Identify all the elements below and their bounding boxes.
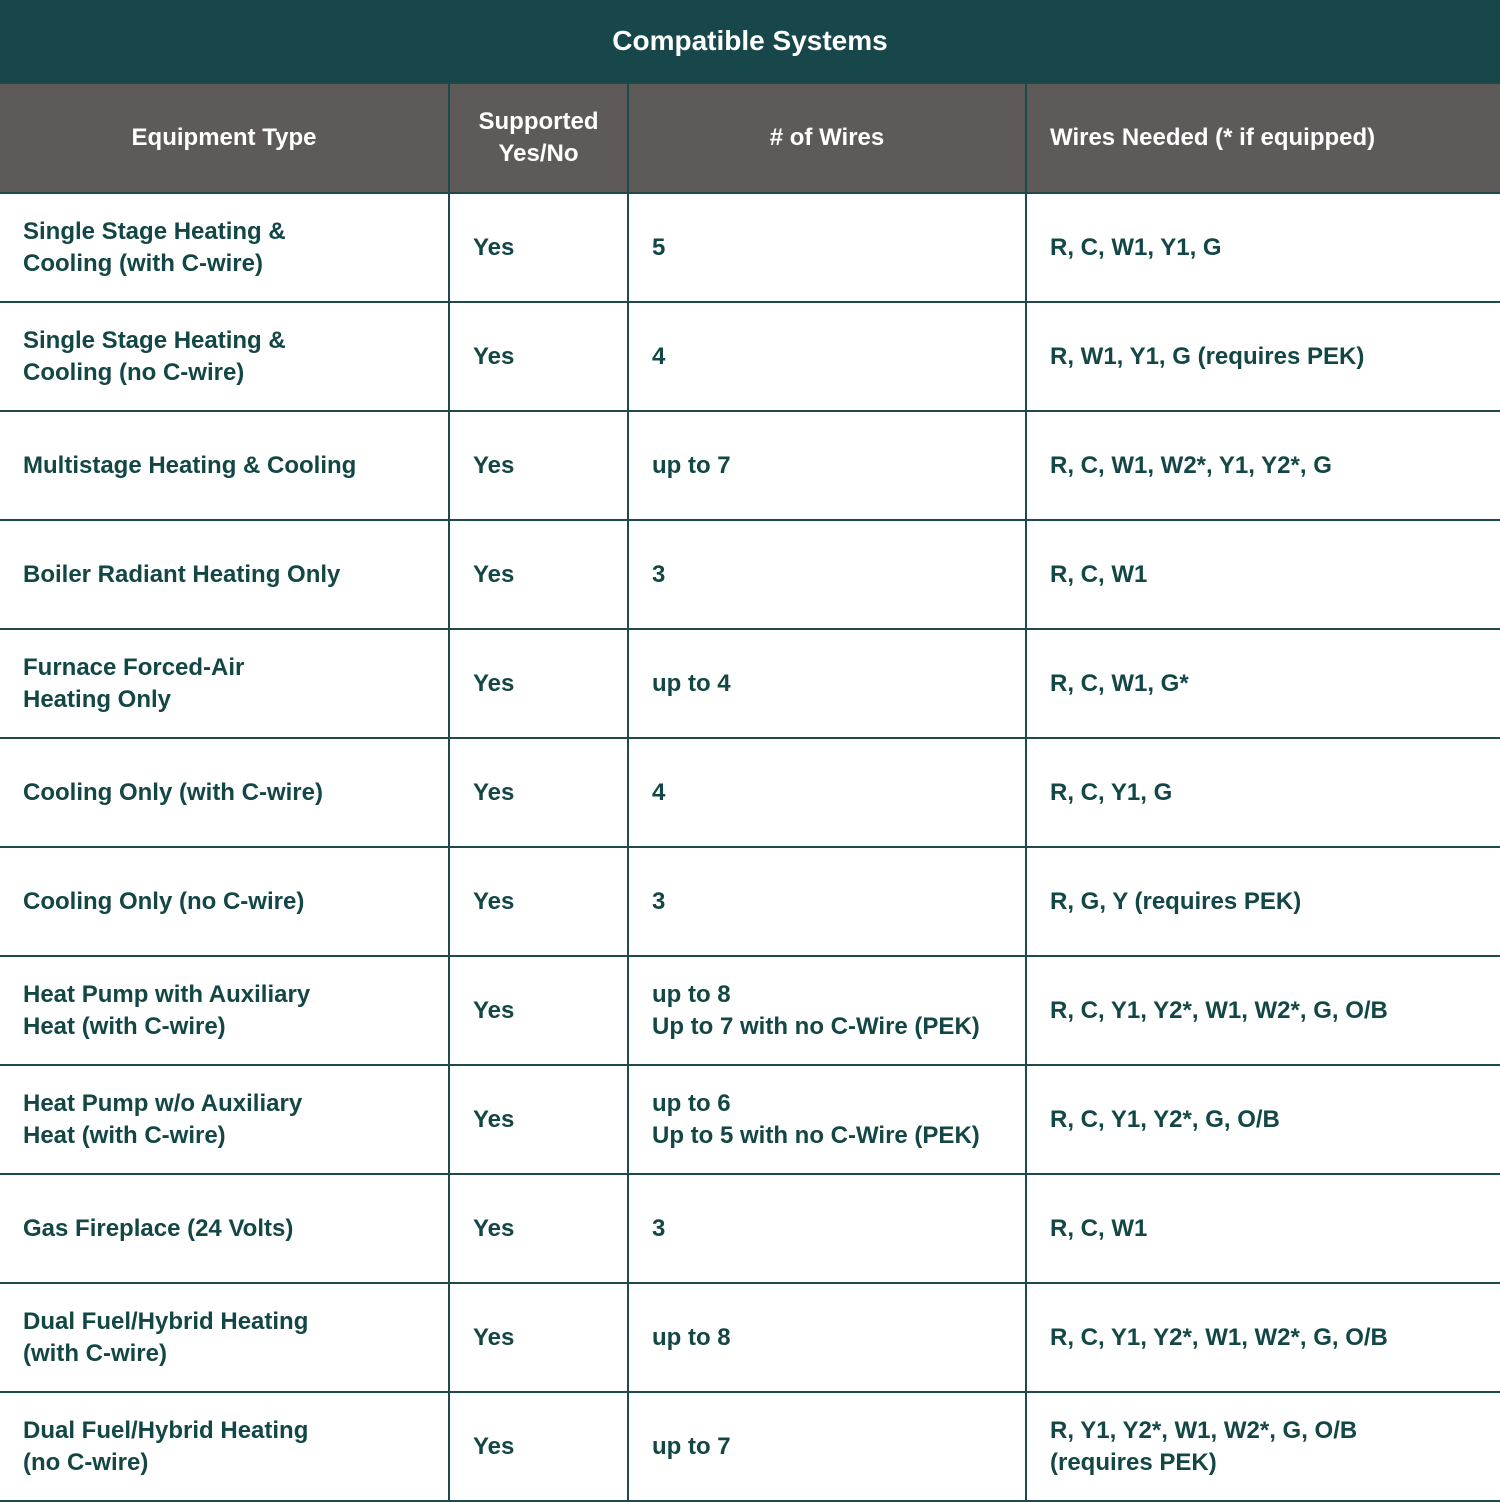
num-wires-cell: 3 bbox=[627, 846, 1027, 957]
supported-cell: Yes bbox=[448, 410, 629, 521]
header-supported: Supported Yes/No bbox=[448, 82, 629, 193]
supported-cell: Yes bbox=[448, 301, 629, 412]
supported-cell: Yes bbox=[448, 1064, 629, 1175]
supported-cell: Yes bbox=[448, 1282, 629, 1393]
table-row: Dual Fuel/Hybrid Heating (with C-wire) Ye… bbox=[0, 1282, 1500, 1393]
num-wires-cell: up to 8 Up to 7 with no C-Wire (PEK) bbox=[627, 955, 1027, 1066]
equipment-type-cell: Heat Pump with Auxiliary Heat (with C-wi… bbox=[0, 955, 450, 1066]
header-num-wires: # of Wires bbox=[627, 82, 1027, 193]
supported-cell: Yes bbox=[448, 846, 629, 957]
num-wires-cell: up to 6 Up to 5 with no C-Wire (PEK) bbox=[627, 1064, 1027, 1175]
num-wires-cell: up to 7 bbox=[627, 1391, 1027, 1502]
table-row: Boiler Radiant Heating Only Yes 3 R, C, W1 bbox=[0, 519, 1500, 630]
wires-needed-cell: R, C, Y1, Y2*, W1, W2*, G, O/B bbox=[1025, 1282, 1500, 1393]
num-wires-cell: 4 bbox=[627, 737, 1027, 848]
wires-needed-cell: R, C, W1, G* bbox=[1025, 628, 1500, 739]
supported-cell: Yes bbox=[448, 519, 629, 630]
supported-cell: Yes bbox=[448, 1173, 629, 1284]
equipment-type-cell: Cooling Only (no C-wire) bbox=[0, 846, 450, 957]
supported-cell: Yes bbox=[448, 955, 629, 1066]
wires-needed-cell: R, G, Y (requires PEK) bbox=[1025, 846, 1500, 957]
header-wires-needed: Wires Needed (* if equipped) bbox=[1025, 82, 1500, 193]
num-wires-cell: 3 bbox=[627, 519, 1027, 630]
equipment-type-cell: Multistage Heating & Cooling bbox=[0, 410, 450, 521]
num-wires-cell: 3 bbox=[627, 1173, 1027, 1284]
equipment-type-cell: Boiler Radiant Heating Only bbox=[0, 519, 450, 630]
supported-cell: Yes bbox=[448, 628, 629, 739]
table-row: Heat Pump w/o Auxiliary Heat (with C-wir… bbox=[0, 1064, 1500, 1175]
wires-needed-cell: R, Y1, Y2*, W1, W2*, G, O/B (requires PE… bbox=[1025, 1391, 1500, 1502]
equipment-type-cell: Gas Fireplace (24 Volts) bbox=[0, 1173, 450, 1284]
wires-needed-cell: R, C, W1, W2*, Y1, Y2*, G bbox=[1025, 410, 1500, 521]
table-row: Cooling Only (no C-wire) Yes 3 R, G, Y (req… bbox=[0, 846, 1500, 957]
table-row: Single Stage Heating & Cooling (no C-wir… bbox=[0, 301, 1500, 412]
supported-cell: Yes bbox=[448, 737, 629, 848]
equipment-type-cell: Cooling Only (with C-wire) bbox=[0, 737, 450, 848]
table-row: Gas Fireplace (24 Volts) Yes 3 R, C, W1 bbox=[0, 1173, 1500, 1284]
num-wires-cell: up to 7 bbox=[627, 410, 1027, 521]
wires-needed-cell: R, C, W1 bbox=[1025, 1173, 1500, 1284]
wires-needed-cell: R, C, Y1, G bbox=[1025, 737, 1500, 848]
equipment-type-cell: Heat Pump w/o Auxiliary Heat (with C-wir… bbox=[0, 1064, 450, 1175]
table-row: Multistage Heating & Cooling Yes up to 7 R,… bbox=[0, 410, 1500, 521]
wires-needed-cell: R, C, Y1, Y2*, G, O/B bbox=[1025, 1064, 1500, 1175]
num-wires-cell: 4 bbox=[627, 301, 1027, 412]
wires-needed-cell: R, W1, Y1, G (requires PEK) bbox=[1025, 301, 1500, 412]
table-row: Dual Fuel/Hybrid Heating (no C-wire) Yes u… bbox=[0, 1391, 1500, 1502]
supported-cell: Yes bbox=[448, 1391, 629, 1502]
wires-needed-cell: R, C, Y1, Y2*, W1, W2*, G, O/B bbox=[1025, 955, 1500, 1066]
equipment-type-cell: Single Stage Heating & Cooling (with C-w… bbox=[0, 192, 450, 303]
equipment-type-cell: Single Stage Heating & Cooling (no C-wir… bbox=[0, 301, 450, 412]
table-row: Furnace Forced-Air Heating Only Yes up to … bbox=[0, 628, 1500, 739]
compatible-systems-table: Equipment Type Supported Yes/No # of Wir… bbox=[0, 82, 1500, 1502]
table-title: Compatible Systems bbox=[0, 0, 1500, 82]
num-wires-cell: up to 8 bbox=[627, 1282, 1027, 1393]
table-row: Single Stage Heating & Cooling (with C-w… bbox=[0, 192, 1500, 303]
equipment-type-cell: Dual Fuel/Hybrid Heating (no C-wire) bbox=[0, 1391, 450, 1502]
header-equipment-type: Equipment Type bbox=[0, 82, 450, 193]
supported-cell: Yes bbox=[448, 192, 629, 303]
table-row: Heat Pump with Auxiliary Heat (with C-wi… bbox=[0, 955, 1500, 1066]
num-wires-cell: up to 4 bbox=[627, 628, 1027, 739]
table-row: Cooling Only (with C-wire) Yes 4 R, C, Y1, … bbox=[0, 737, 1500, 848]
wires-needed-cell: R, C, W1 bbox=[1025, 519, 1500, 630]
header-row: Equipment Type Supported Yes/No # of Wir… bbox=[0, 82, 1500, 193]
equipment-type-cell: Dual Fuel/Hybrid Heating (with C-wire) bbox=[0, 1282, 450, 1393]
wires-needed-cell: R, C, W1, Y1, G bbox=[1025, 192, 1500, 303]
num-wires-cell: 5 bbox=[627, 192, 1027, 303]
equipment-type-cell: Furnace Forced-Air Heating Only bbox=[0, 628, 450, 739]
